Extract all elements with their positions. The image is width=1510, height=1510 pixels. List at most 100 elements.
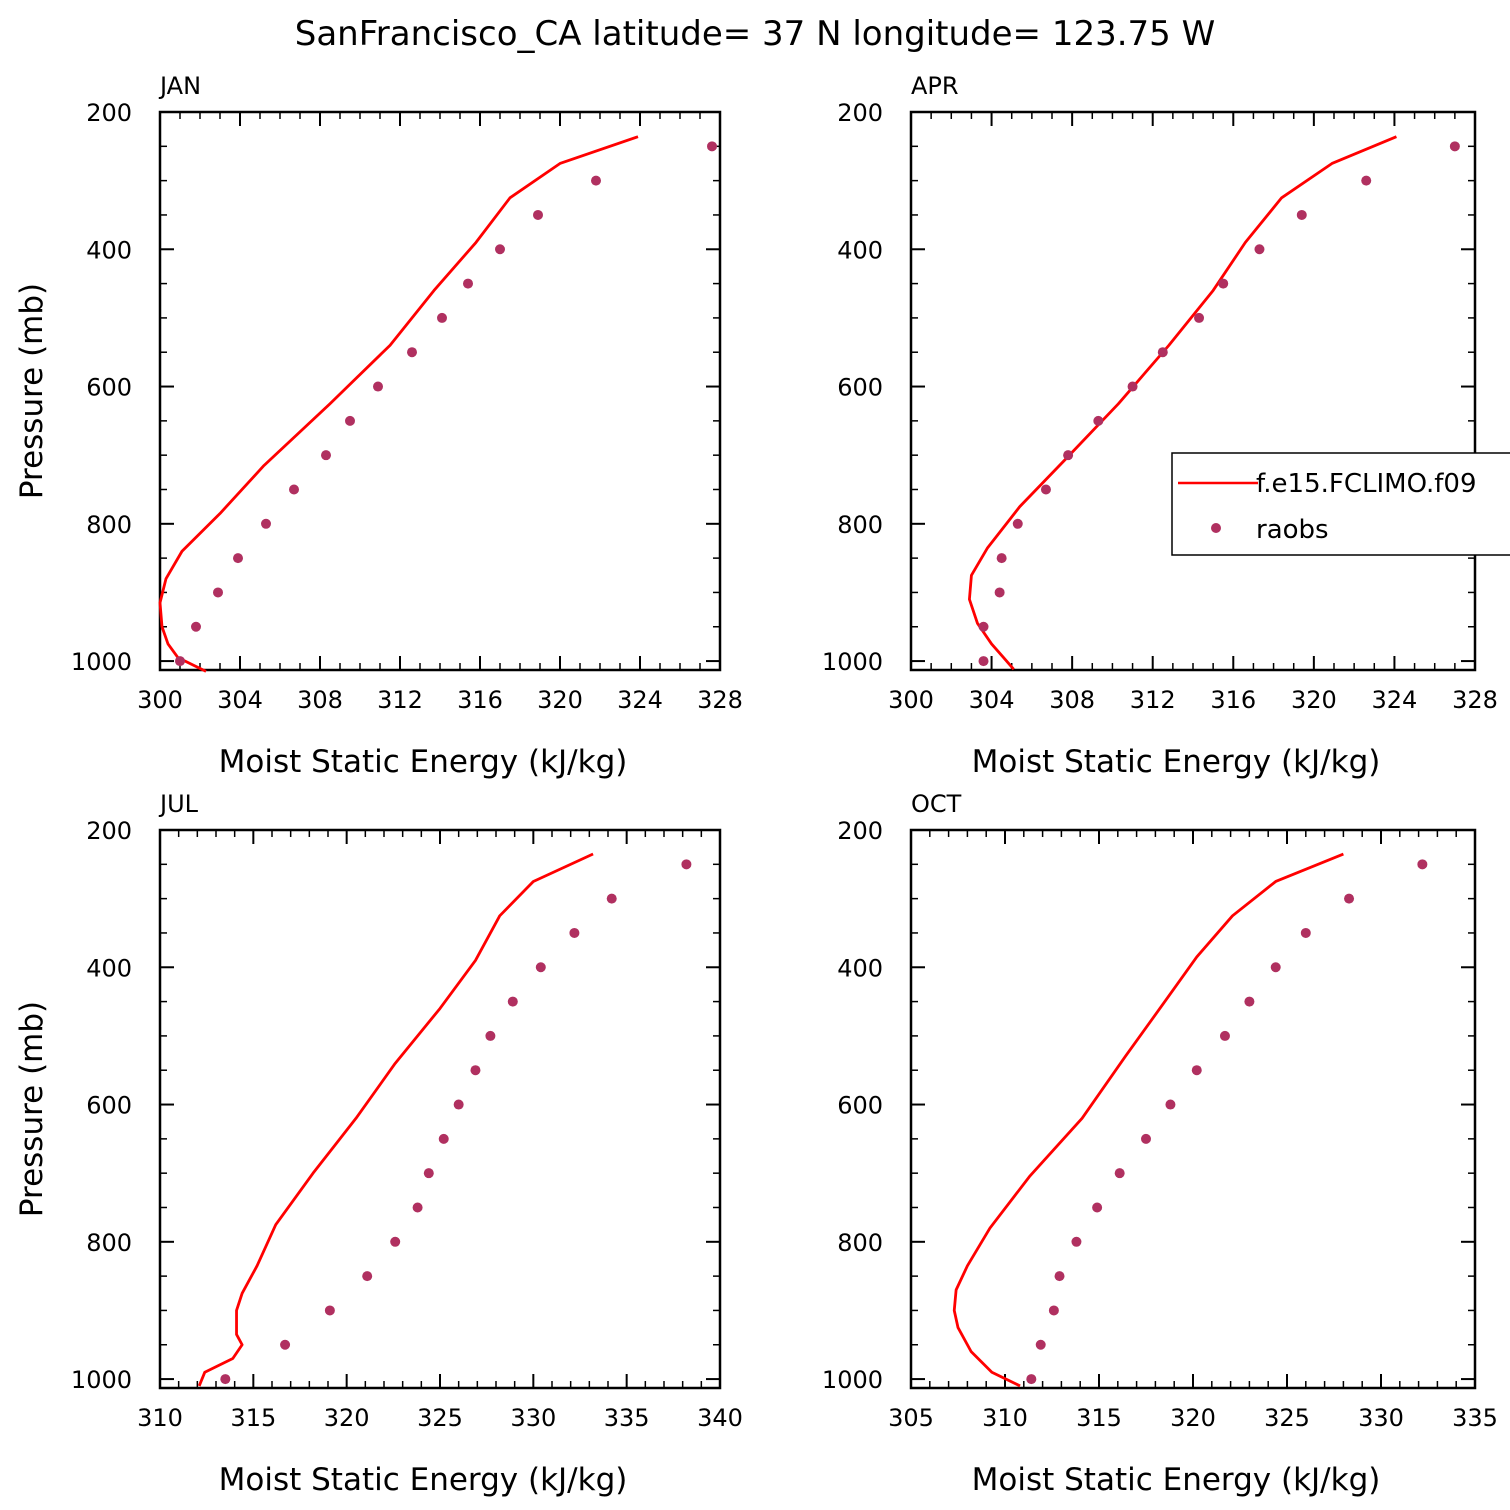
raobs-point [507,996,518,1007]
raobs-point [485,1030,496,1041]
x-tick-label: 324 [617,686,663,714]
raobs-point [233,553,243,564]
panel-jan: JAN 300 304 308 312 316 320 324 328 200 400 600 800 1… [14,72,743,780]
panel-oct: OCT 305 310 315 320 325 330 335 200 400 600 800 1000… [822,790,1498,1498]
x-tick-label: 312 [1130,686,1176,714]
x-tick-label: 340 [697,1404,743,1432]
raobs-point [1270,962,1281,973]
model-profile-line [968,135,1397,671]
raobs-point [437,312,447,323]
legend-obs-label: raobs [1256,515,1329,545]
raobs-point [289,484,299,495]
raobs-point [1361,175,1372,186]
raobs-point [345,415,355,426]
y-tick-label: 600 [86,374,132,402]
raobs-point [1218,278,1229,289]
raobs-point [1063,450,1074,461]
raobs-point [412,1202,423,1213]
x-tick-label: 320 [324,1404,370,1432]
raobs-point [707,141,717,152]
raobs-point [1165,1099,1176,1110]
model-profile-line [197,852,594,1387]
y-tick-label: 1000 [71,648,132,676]
raobs-point [1114,1168,1125,1179]
raobs-point [1296,209,1307,220]
x-tick-label: 328 [1452,686,1498,714]
y-tick-label: 800 [837,1229,883,1257]
legend-obs-marker-sample [1211,523,1221,533]
x-tick-label: 324 [1372,686,1418,714]
raobs-point [1157,347,1168,358]
x-axis-label: Moist Static Energy (kJ/kg) [219,1462,628,1498]
raobs-point [1254,244,1265,255]
raobs-point [1244,996,1255,1007]
y-tick-label: 600 [837,374,883,402]
y-tick-label: 800 [86,1229,132,1257]
raobs-point [261,518,271,529]
raobs-point [407,347,417,358]
y-tick-label: 200 [86,817,132,845]
raobs-point [978,656,989,667]
raobs-point [569,927,580,938]
y-tick-label: 400 [837,236,883,264]
panel-label: JAN [158,72,201,100]
raobs-point [1071,1236,1082,1247]
plot-frame [909,110,1477,672]
panels: JAN 300 304 308 312 316 320 324 328 200 400 600 800 1… [14,72,1498,1498]
raobs-point [1048,1305,1059,1316]
raobs-point [1092,1202,1103,1213]
y-tick-label: 1000 [822,1366,883,1394]
raobs-point [1040,484,1051,495]
raobs-point [1300,927,1311,938]
raobs-point [423,1168,434,1179]
plot-frame [158,828,722,1390]
x-tick-label: 312 [377,686,423,714]
y-tick-label: 400 [837,954,883,982]
raobs-point [191,621,201,632]
model-profile-line [158,135,639,673]
raobs-point [1026,1374,1037,1385]
raobs-point [453,1099,464,1110]
y-tick-label: 1000 [822,648,883,676]
raobs-point [373,381,383,392]
x-tick-label: 320 [537,686,583,714]
x-tick-label: 304 [969,686,1015,714]
x-tick-label: 305 [888,1404,934,1432]
y-tick-label: 400 [86,954,132,982]
y-tick-label: 800 [837,511,883,539]
x-tick-label: 316 [1210,686,1256,714]
y-tick-label: 1000 [71,1366,132,1394]
x-tick-label: 310 [137,1404,183,1432]
x-tick-label: 300 [888,686,934,714]
y-axis-label: Pressure (mb) [14,283,50,499]
x-tick-label: 320 [1291,686,1337,714]
model-profile-line [952,852,1344,1388]
x-tick-label: 315 [230,1404,276,1432]
x-axis-label: Moist Static Energy (kJ/kg) [972,744,1381,780]
raobs-point [324,1305,335,1316]
raobs-point [1054,1271,1065,1282]
x-tick-label: 310 [982,1404,1028,1432]
x-axis-label: Moist Static Energy (kJ/kg) [219,744,628,780]
raobs-point [1012,518,1023,529]
y-tick-label: 600 [837,1092,883,1120]
panel-label: OCT [911,790,962,818]
raobs-point [390,1236,401,1247]
x-tick-label: 330 [1358,1404,1404,1432]
raobs-point [1194,312,1205,323]
raobs-point [362,1271,373,1282]
y-tick-label: 800 [86,511,132,539]
panel-jul: JUL 310 315 320 325 330 335 340 200 400 600 800 1000… [14,790,743,1498]
legend-model-label: f.e15.FCLIMO.f09 [1256,469,1476,499]
x-tick-label: 330 [510,1404,556,1432]
raobs-point [1417,859,1428,870]
x-tick-label: 325 [417,1404,463,1432]
plot-frame [909,828,1477,1390]
x-axis-label: Moist Static Energy (kJ/kg) [972,1462,1381,1498]
y-tick-label: 200 [837,99,883,127]
raobs-point [591,175,601,186]
raobs-point [321,450,331,461]
x-tick-label: 315 [1076,1404,1122,1432]
x-tick-label: 316 [457,686,503,714]
